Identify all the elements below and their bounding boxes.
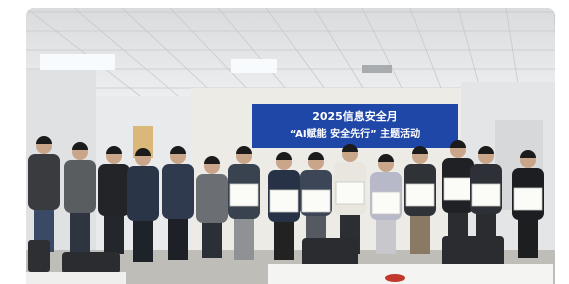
- fruit: [385, 274, 405, 282]
- photo: 2025信息安全月 “AI赋能 安全先行” 主题活动: [0, 0, 569, 284]
- certificate: [444, 178, 472, 200]
- page: {"banner": {"title": "2025信息安全月", "subti…: [0, 0, 569, 284]
- certificate: [336, 182, 364, 204]
- certificate: [514, 188, 542, 210]
- banner-subtitle: “AI赋能 安全先行” 主题活动: [290, 127, 420, 140]
- ceiling-light: [40, 54, 115, 70]
- table: [26, 272, 126, 284]
- chair: [28, 240, 50, 272]
- torso: [28, 154, 60, 210]
- certificate: [230, 184, 258, 206]
- ceiling-light: [231, 59, 277, 73]
- certificate: [372, 192, 400, 214]
- certificate: [406, 184, 434, 206]
- banner-title: 2025信息安全月: [312, 109, 398, 123]
- torso: [162, 164, 194, 219]
- torso: [98, 164, 130, 216]
- certificate: [302, 190, 330, 212]
- torso: [127, 166, 159, 221]
- certificate: [270, 190, 298, 212]
- scene: 2025信息安全月 “AI赋能 安全先行” 主题活动: [26, 8, 558, 284]
- vent: [362, 65, 392, 73]
- table: [268, 264, 553, 284]
- chair: [62, 252, 120, 274]
- certificate: [472, 184, 500, 206]
- torso: [196, 174, 228, 223]
- torso: [64, 160, 96, 213]
